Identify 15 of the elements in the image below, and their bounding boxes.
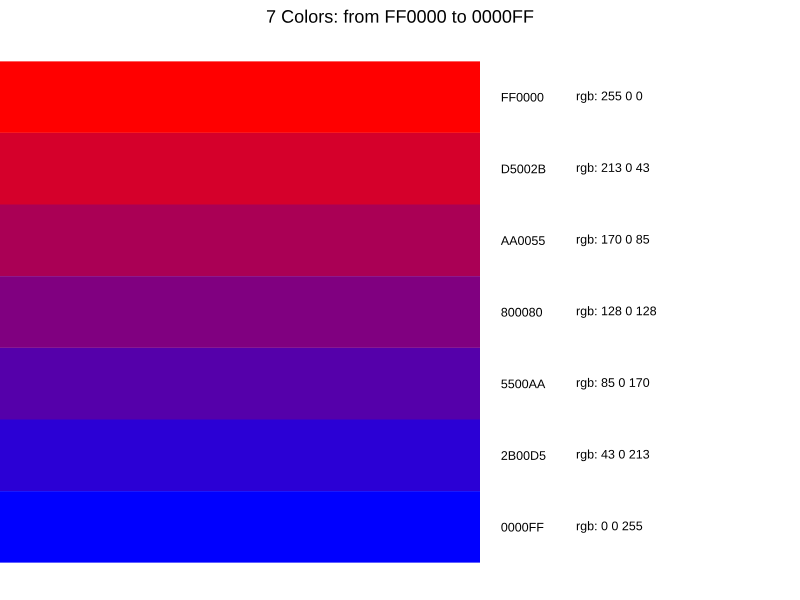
text: rgb: 255 0 0 xyxy=(576,91,642,103)
y-tick-label: D5002B xyxy=(502,164,546,174)
y-tick-label: 0000FF xyxy=(501,522,544,532)
y-tick-label: FF0000 xyxy=(502,92,544,102)
chart-title: 7 Colors: from FF0000 to 0000FF xyxy=(266,10,534,23)
y-tick-label: 2B00D5 xyxy=(501,451,546,460)
text: rgb: 0 0 255 xyxy=(576,521,642,533)
y-tick-label: 5500AA xyxy=(501,379,546,388)
text: rgb: 128 0 128 xyxy=(576,306,656,318)
y-tick-label: 800080 xyxy=(501,308,542,317)
text: rgb: 170 0 85 xyxy=(576,234,650,246)
text: rgb: 213 0 43 xyxy=(576,162,650,175)
text: rgb: 85 0 170 xyxy=(576,378,650,390)
text: rgb: 43 0 213 xyxy=(576,449,650,462)
y-tick-label: AA0055 xyxy=(500,236,545,245)
